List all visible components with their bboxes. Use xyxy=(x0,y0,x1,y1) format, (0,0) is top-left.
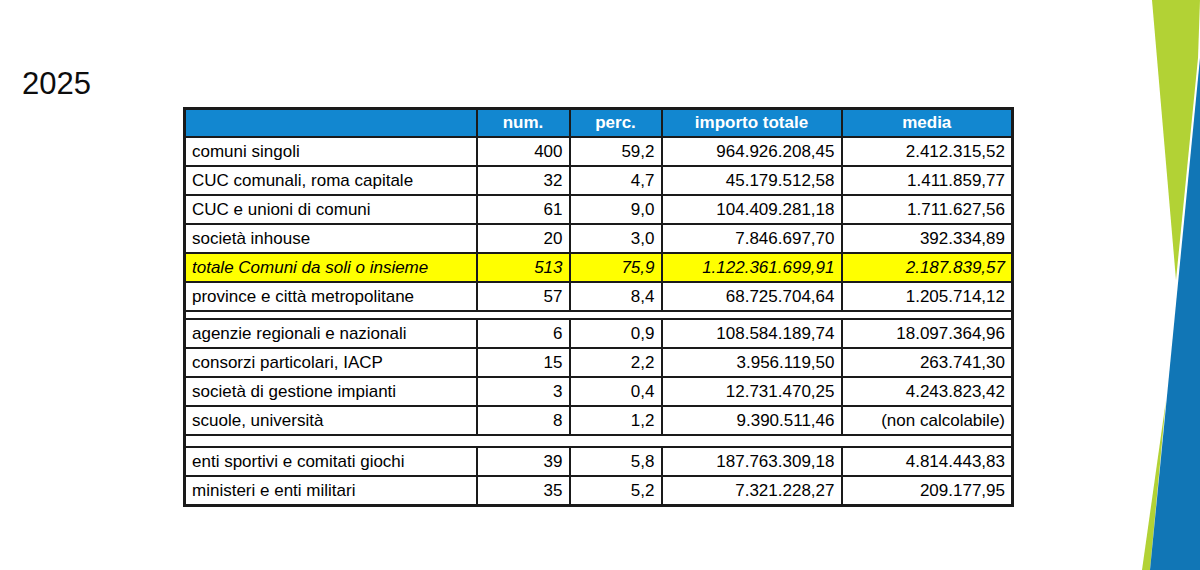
table-row: CUC e unioni di comuni 61 9,0 104.409.28… xyxy=(185,195,1013,224)
year-label: 2025 xyxy=(22,66,91,102)
row-num: 39 xyxy=(477,447,570,476)
header-media: media xyxy=(842,109,1013,138)
row-num: 400 xyxy=(477,137,570,166)
row-media: 1.411.859,77 xyxy=(842,166,1013,195)
table-row: CUC comunali, roma capitale 32 4,7 45.17… xyxy=(185,166,1013,195)
row-label: consorzi particolari, IACP xyxy=(185,348,477,377)
row-num: 35 xyxy=(477,476,570,506)
row-importo: 45.179.512,58 xyxy=(662,166,842,195)
row-perc: 5,2 xyxy=(570,476,662,506)
row-importo: 964.926.208,45 xyxy=(662,137,842,166)
row-label: province e città metropolitane xyxy=(185,282,477,311)
table-row: province e città metropolitane 57 8,4 68… xyxy=(185,282,1013,311)
row-label: comuni singoli xyxy=(185,137,477,166)
row-media: 4.814.443,83 xyxy=(842,447,1013,476)
row-media: 209.177,95 xyxy=(842,476,1013,506)
table-row: enti sportivi e comitati giochi 39 5,8 1… xyxy=(185,447,1013,476)
row-importo: 187.763.309,18 xyxy=(662,447,842,476)
table-row: consorzi particolari, IACP 15 2,2 3.956.… xyxy=(185,348,1013,377)
row-importo: 12.731.470,25 xyxy=(662,377,842,406)
row-num: 20 xyxy=(477,224,570,253)
table-row: scuole, università 8 1,2 9.390.511,46 (n… xyxy=(185,406,1013,435)
row-media: 2.412.315,52 xyxy=(842,137,1013,166)
row-num: 3 xyxy=(477,377,570,406)
row-label: società inhouse xyxy=(185,224,477,253)
row-perc: 0,9 xyxy=(570,319,662,348)
row-importo: 9.390.511,46 xyxy=(662,406,842,435)
row-media: 18.097.364,96 xyxy=(842,319,1013,348)
row-media: 1.205.714,12 xyxy=(842,282,1013,311)
spacer-row xyxy=(185,311,1013,319)
row-importo: 104.409.281,18 xyxy=(662,195,842,224)
table-row: comuni singoli 400 59,2 964.926.208,45 2… xyxy=(185,137,1013,166)
row-label: CUC e unioni di comuni xyxy=(185,195,477,224)
row-perc: 9,0 xyxy=(570,195,662,224)
decorative-blue-wedge xyxy=(1150,58,1200,570)
row-media: 1.711.627,56 xyxy=(842,195,1013,224)
row-label: totale Comuni da soli o insieme xyxy=(185,253,477,282)
row-num: 8 xyxy=(477,406,570,435)
row-label: enti sportivi e comitati giochi xyxy=(185,447,477,476)
table-row: ministeri e enti militari 35 5,2 7.321.2… xyxy=(185,476,1013,506)
row-perc: 8,4 xyxy=(570,282,662,311)
row-label: agenzie regionali e nazionali xyxy=(185,319,477,348)
row-label: CUC comunali, roma capitale xyxy=(185,166,477,195)
row-perc: 1,2 xyxy=(570,406,662,435)
row-num: 513 xyxy=(477,253,570,282)
spacer-row xyxy=(185,435,1013,447)
decorative-green-sliver xyxy=(1142,400,1166,570)
row-perc: 3,0 xyxy=(570,224,662,253)
row-media: (non calcolabile) xyxy=(842,406,1013,435)
row-perc: 0,4 xyxy=(570,377,662,406)
row-media: 392.334,89 xyxy=(842,224,1013,253)
row-label: società di gestione impianti xyxy=(185,377,477,406)
header-num: num. xyxy=(477,109,570,138)
total-row-highlighted: totale Comuni da soli o insieme 513 75,9… xyxy=(185,253,1013,282)
row-importo: 1.122.361.699,91 xyxy=(662,253,842,282)
table-row: società inhouse 20 3,0 7.846.697,70 392.… xyxy=(185,224,1013,253)
header-row: num. perc. importo totale media xyxy=(185,109,1013,138)
row-num: 32 xyxy=(477,166,570,195)
row-num: 57 xyxy=(477,282,570,311)
row-media: 263.741,30 xyxy=(842,348,1013,377)
table-row: agenzie regionali e nazionali 6 0,9 108.… xyxy=(185,319,1013,348)
row-media: 2.187.839,57 xyxy=(842,253,1013,282)
header-importo: importo totale xyxy=(662,109,842,138)
row-importo: 108.584.189,74 xyxy=(662,319,842,348)
row-perc: 5,8 xyxy=(570,447,662,476)
header-entity xyxy=(185,109,477,138)
row-num: 15 xyxy=(477,348,570,377)
row-importo: 7.321.228,27 xyxy=(662,476,842,506)
row-perc: 2,2 xyxy=(570,348,662,377)
row-perc: 59,2 xyxy=(570,137,662,166)
row-perc: 4,7 xyxy=(570,166,662,195)
table-row: società di gestione impianti 3 0,4 12.73… xyxy=(185,377,1013,406)
entities-table: num. perc. importo totale media comuni s… xyxy=(183,107,1014,507)
row-label: scuole, università xyxy=(185,406,477,435)
row-perc: 75,9 xyxy=(570,253,662,282)
row-num: 6 xyxy=(477,319,570,348)
row-importo: 7.846.697,70 xyxy=(662,224,842,253)
row-importo: 3.956.119,50 xyxy=(662,348,842,377)
row-media: 4.243.823,42 xyxy=(842,377,1013,406)
row-label: ministeri e enti militari xyxy=(185,476,477,506)
decorative-green-wedge xyxy=(1152,0,1200,280)
header-perc: perc. xyxy=(570,109,662,138)
row-importo: 68.725.704,64 xyxy=(662,282,842,311)
row-num: 61 xyxy=(477,195,570,224)
